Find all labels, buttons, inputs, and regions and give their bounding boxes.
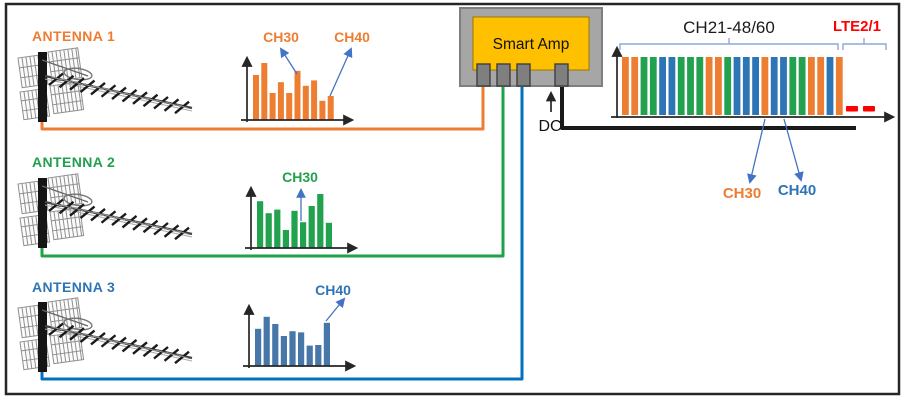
antenna1-input-spectrum-bar-8 xyxy=(311,80,318,120)
output-ch30-arrow xyxy=(747,118,766,184)
output-ch40-arrow xyxy=(783,118,804,182)
cable-antenna3 xyxy=(40,85,524,381)
amplifier-output-spectrum-bar-10 xyxy=(705,57,713,115)
output-ch30-label: CH30 xyxy=(723,185,761,202)
cable-output xyxy=(560,85,856,130)
amp-panel xyxy=(472,16,590,71)
lte-brace xyxy=(842,38,887,50)
antenna2-input-spectrum-bar-3 xyxy=(274,209,281,248)
smart-amp-box: Smart Amp xyxy=(459,7,603,87)
antenna1-input-spectrum-bar-10 xyxy=(327,96,334,120)
chart1-ch30-arrow xyxy=(279,47,298,75)
amplifier-output-spectrum-bar-3 xyxy=(640,57,648,115)
antenna-1-label: ANTENNA 1 xyxy=(32,28,115,44)
antenna-3-label: ANTENNA 3 xyxy=(32,279,115,295)
antenna2-input-spectrum-bar-5 xyxy=(291,210,298,248)
antenna3-spectrum-chart: CH40 xyxy=(243,282,357,372)
amplifier-output-spectrum-bar-12 xyxy=(724,57,732,115)
antenna1-input-spectrum-bar-1 xyxy=(253,75,259,120)
chart3-ch40-arrow xyxy=(325,297,346,322)
amplifier-output-spectrum-bar-6 xyxy=(668,57,676,115)
amp-connector-3 xyxy=(516,63,531,87)
amplifier-output-spectrum-bar-4 xyxy=(649,57,657,115)
antenna1-input-spectrum-bar-4 xyxy=(277,82,284,120)
amplifier-output-spectrum-bar-5 xyxy=(659,57,666,115)
amplifier-output-spectrum-bar-9 xyxy=(696,57,704,115)
antenna3-input-spectrum-bar-1 xyxy=(255,328,262,366)
antenna1-input-spectrum-bar-3 xyxy=(269,93,276,120)
antenna2-input-spectrum-bar-2 xyxy=(265,213,272,248)
antenna2-spectrum-chart: CH30 xyxy=(245,169,359,254)
lte-label: LTE2/1 xyxy=(833,18,881,35)
chart1-ch30-label: CH30 xyxy=(263,29,299,45)
chart2-ch30-label: CH30 xyxy=(282,169,318,185)
antenna-3-image xyxy=(16,296,194,374)
antenna3-input-spectrum-bar-7 xyxy=(306,345,313,366)
antenna3-input-spectrum-bar-2 xyxy=(263,316,270,366)
amplifier-output-spectrum-bar-2 xyxy=(631,57,639,115)
amp-connector-1 xyxy=(476,63,491,87)
antenna2-input-spectrum-bar-9 xyxy=(325,222,332,248)
antenna2-input-spectrum-bar-1 xyxy=(257,201,264,248)
antenna2-input-spectrum-bar-8 xyxy=(317,194,324,248)
cable-antenna1 xyxy=(40,85,485,131)
amplifier-output-spectrum-bar-1 xyxy=(622,57,629,115)
antenna3-input-spectrum-bar-8 xyxy=(315,345,322,366)
antenna2-input-spectrum-bar-6 xyxy=(300,222,307,248)
antenna3-input-spectrum-bar-4 xyxy=(280,336,287,366)
amp-connector-2 xyxy=(496,63,511,87)
antenna3-input-spectrum-bar-9 xyxy=(323,322,330,366)
chart1-ch40-label: CH40 xyxy=(334,29,370,45)
antenna2-input-spectrum-bar-7 xyxy=(308,206,315,248)
cable-antenna2 xyxy=(40,85,505,258)
antenna-2-image xyxy=(16,172,194,250)
amplifier-output-spectrum-bar-18 xyxy=(780,57,787,115)
antenna1-spectrum-chart: CH30 CH40 xyxy=(241,29,370,126)
antenna1-input-spectrum-bar-9 xyxy=(319,100,326,120)
antenna3-input-spectrum-bar-3 xyxy=(272,324,279,366)
amplifier-output-spectrum-bar-16 xyxy=(761,57,769,115)
amplifier-output-spectrum-bar-7 xyxy=(677,57,685,115)
antenna-1-image xyxy=(16,46,194,124)
antenna3-input-spectrum-bar-6 xyxy=(298,332,305,366)
output-channels-label: CH21-48/60 xyxy=(683,18,775,37)
amp-label: Smart Amp xyxy=(493,36,570,53)
amplifier-output-spectrum-bar-15 xyxy=(752,57,759,115)
amplifier-output-spectrum-bar-11 xyxy=(715,57,722,115)
amplifier-output-spectrum-bar-17 xyxy=(770,57,778,115)
amplifier-output-spectrum-bar-8 xyxy=(687,57,694,115)
amplifier-output-spectrum-bar-24 xyxy=(835,57,843,115)
lte-marker-2 xyxy=(863,106,875,112)
amplifier-output-spectrum-bar-14 xyxy=(742,57,750,115)
antenna1-input-spectrum-bar-6 xyxy=(294,70,301,120)
figure-border xyxy=(4,2,901,396)
amplifier-output-spectrum-bar-22 xyxy=(817,57,825,115)
amplifier-output-spectrum-bar-19 xyxy=(789,57,797,115)
ch21-48-brace xyxy=(619,38,839,50)
lte-marker-1 xyxy=(846,106,858,112)
antenna2-input-spectrum-bar-4 xyxy=(282,230,289,248)
amplifier-output-spectrum-bar-21 xyxy=(808,57,815,115)
antenna1-input-spectrum-bar-7 xyxy=(302,85,309,120)
amplifier-output-spectrum-bar-20 xyxy=(798,57,806,115)
amplifier-output-spectrum-bar-23 xyxy=(826,57,834,115)
antenna1-input-spectrum-bar-5 xyxy=(286,93,293,120)
dc-label: DC xyxy=(538,118,561,135)
antenna1-input-spectrum-bar-2 xyxy=(261,63,268,120)
chart1-ch40-arrow xyxy=(329,47,353,97)
amp-connector-4 xyxy=(554,63,569,87)
amplifier-output-spectrum-bar-13 xyxy=(733,57,741,115)
output-spectrum-chart: CH21-48/60 LTE2/1 CH30 CH40 xyxy=(611,18,896,202)
chart3-ch40-label: CH40 xyxy=(315,282,351,298)
antenna3-input-spectrum-bar-5 xyxy=(289,331,296,366)
output-ch40-label: CH40 xyxy=(778,182,816,199)
antenna-2-label: ANTENNA 2 xyxy=(32,154,115,170)
